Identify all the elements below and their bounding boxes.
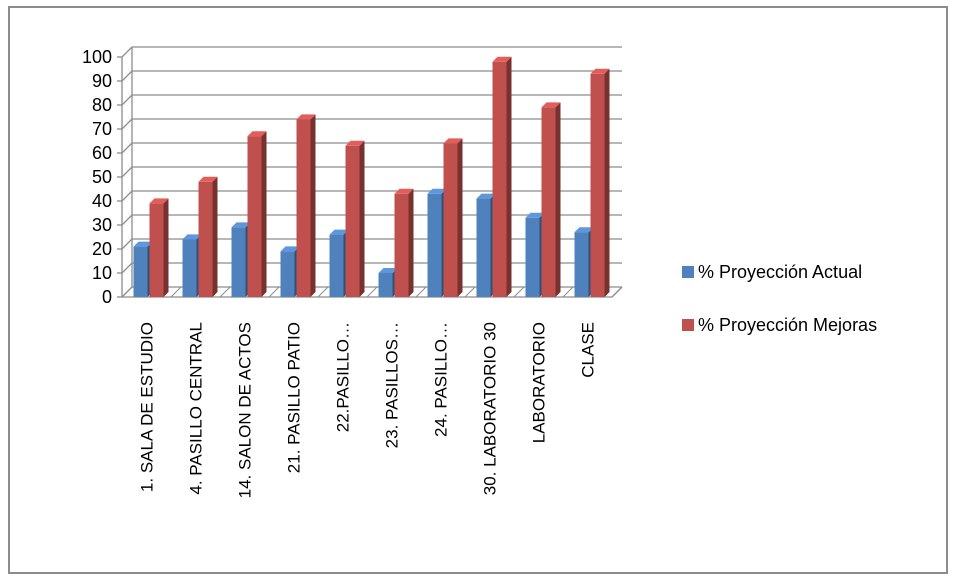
bar-top-face (443, 138, 463, 144)
gridline-diagonal (121, 46, 133, 58)
bar-mejoras (492, 61, 507, 297)
floor-tick (170, 286, 182, 298)
bar-actual (525, 217, 540, 297)
y-tick-label: 50 (92, 167, 112, 187)
x-category-label: 1. SALA DE ESTUDIO (138, 322, 157, 492)
gridline-diagonal (121, 238, 133, 250)
bar-side-face (604, 68, 610, 297)
bar-top-face (345, 140, 365, 146)
bar-top-face (231, 222, 251, 228)
floor-tick (464, 286, 476, 298)
floor-tick (121, 286, 133, 298)
bar-side-face (310, 114, 316, 298)
bar-top-face (541, 102, 561, 108)
bar-mejoras (541, 107, 556, 298)
bar-side-face (261, 131, 267, 297)
bar-mejoras (247, 136, 262, 297)
y-tick-label: 40 (92, 191, 112, 211)
bar-top-face (280, 246, 300, 252)
bar-actual (427, 193, 442, 297)
gridline-diagonal (121, 118, 133, 130)
bar-top-face (492, 56, 512, 62)
y-tick-label: 100 (82, 47, 112, 67)
gridline-diagonal (121, 262, 133, 274)
legend-swatch (682, 319, 694, 331)
bar-top-face (133, 241, 153, 247)
bar-side-face (555, 102, 561, 298)
bar-mejoras (296, 119, 311, 298)
x-category-label: 4. PASILLO CENTRAL (187, 322, 206, 495)
x-category-label: 14. SALON DE ACTOS (236, 322, 255, 498)
x-category-label: 23. PASILLOS… (383, 322, 402, 448)
bar-side-face (359, 140, 365, 297)
bar-actual (476, 198, 491, 297)
bar-top-face (198, 176, 218, 182)
y-tick-label: 30 (92, 215, 112, 235)
bar-side-face (457, 138, 463, 297)
gridline-diagonal (121, 142, 133, 154)
floor-tick (562, 286, 574, 298)
bar-actual (133, 246, 148, 297)
y-tick-label: 20 (92, 239, 112, 259)
bar-mejoras (345, 145, 360, 297)
y-tick-label: 10 (92, 263, 112, 283)
bar-top-face (394, 188, 414, 194)
bar-mejoras (198, 181, 213, 297)
x-category-label: 21. PASILLO PATIO (285, 322, 304, 473)
bar-mejoras (443, 143, 458, 297)
y-tick-label: 0 (102, 287, 112, 307)
bar-top-face (182, 234, 202, 240)
gridline-diagonal (121, 70, 133, 82)
bar-side-face (408, 188, 414, 297)
x-category-label: 24. PASILLO… (432, 322, 451, 437)
bar-mejoras (394, 193, 409, 297)
bar-top-face (296, 114, 316, 120)
bar-actual (378, 273, 393, 297)
x-category-label: CLASE (579, 322, 598, 378)
bar-top-face (378, 268, 398, 273)
legend-label: % Proyección Actual (698, 262, 862, 282)
bar-actual (231, 227, 246, 297)
bar-side-face (506, 56, 512, 297)
floor-tick (268, 286, 280, 298)
bar-top-face (590, 68, 610, 74)
bar-side-face (163, 198, 169, 297)
bar-top-face (247, 131, 267, 137)
bar-top-face (525, 212, 545, 218)
x-category-label: LABORATORIO (530, 322, 549, 443)
y-tick-label: 80 (92, 95, 112, 115)
floor-tick (317, 286, 329, 298)
bar-top-face (149, 198, 169, 204)
floor-tick (219, 286, 231, 298)
bar-top-face (476, 193, 496, 199)
bar-top-face (427, 188, 447, 194)
legend-label: % Proyección Mejoras (698, 315, 877, 335)
bar-actual (574, 232, 589, 297)
floor-tick (513, 286, 525, 298)
x-category-label: 30. LABORATORIO 30 (481, 322, 500, 495)
gridline-diagonal (121, 190, 133, 202)
legend-swatch (682, 266, 694, 278)
bar-actual (182, 239, 197, 297)
gridline-diagonal (121, 166, 133, 178)
bar-top-face (574, 227, 594, 233)
floor-tick (415, 286, 427, 298)
y-tick-label: 60 (92, 143, 112, 163)
bar-mejoras (149, 203, 164, 297)
x-category-label: 22.PASILLO… (334, 322, 353, 432)
bar-mejoras (590, 73, 605, 297)
gridline-diagonal (121, 214, 133, 226)
bar-side-face (212, 176, 218, 297)
gridline-diagonal (121, 94, 133, 106)
floor-tick (366, 286, 378, 298)
y-tick-label: 70 (92, 119, 112, 139)
bar-actual (329, 234, 344, 297)
bar-top-face (329, 229, 349, 235)
y-tick-label: 90 (92, 71, 112, 91)
bar-actual (280, 251, 295, 297)
floor-tick (611, 286, 623, 298)
